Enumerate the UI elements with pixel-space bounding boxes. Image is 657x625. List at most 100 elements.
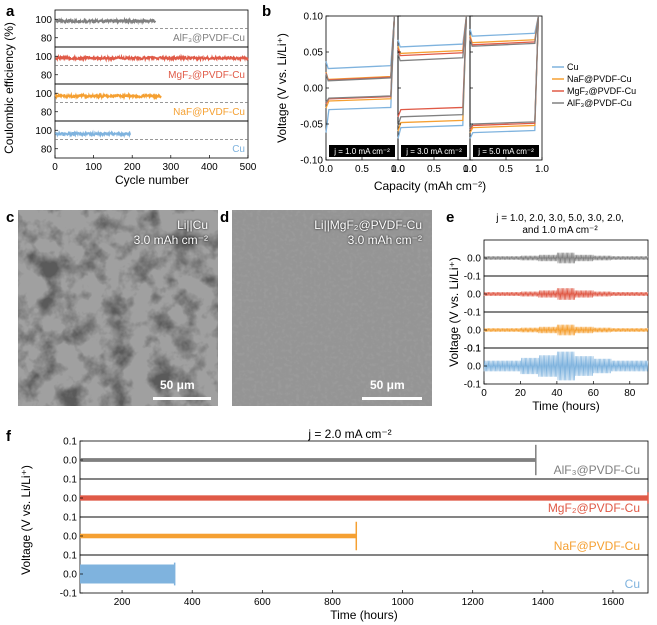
panel-f-xtick-label-4: 1000 (391, 597, 414, 608)
panel-b-legend-label-2: MgF₂@PVDF-Cu (567, 86, 636, 96)
panel-b-charge-0-1 (326, 16, 394, 79)
panel-f-series-label-3: Cu (625, 577, 640, 591)
panel-a-series-3 (55, 133, 130, 136)
panel-f-letter: f (6, 428, 12, 445)
panel-a-ytick-label-0-0: 80 (41, 33, 53, 44)
panel-b-ytick-label-4: 0.10 (304, 12, 324, 23)
panel-f-series-label-0: AlF₃@PVDF-Cu (554, 463, 640, 477)
panel-e-series-3 (484, 352, 648, 381)
panel-b-legend-label-1: NaF@PVDF-Cu (567, 74, 632, 84)
sem-c-scale-bar (153, 397, 211, 400)
panel-b-jlabel-2: j = 5.0 mA cm⁻² (477, 147, 534, 156)
panel-b-xtick-label-2-1: 0.5 (499, 164, 513, 175)
panel-e-ytick-label-0-0: 0.0 (467, 254, 481, 265)
panel-e-title-line1: j = 1.0, 2.0, 3.0, 5.0, 3.0, 2.0, (495, 213, 624, 224)
panel-b-ytick-label-3: 0.05 (304, 48, 324, 59)
panel-b-frame-1 (398, 16, 470, 160)
panel-b-discharge-0-0 (326, 16, 394, 133)
panel-f-ytick-label-3-0: 0.1 (63, 551, 77, 562)
panel-a-ytick-label-0-1: 100 (35, 15, 52, 26)
panel-f-ytick-label-1-0: 0.1 (63, 475, 77, 486)
panel-f-xtick-label-6: 1400 (532, 597, 555, 608)
panel-b-charge-2-0 (470, 16, 538, 36)
panel-b-charge-0-0 (326, 16, 394, 69)
panel-f-xlabel: Time (hours) (330, 608, 398, 622)
panel-e-xtick-label-1: 20 (515, 388, 527, 399)
panel-f-series-label-2: NaF@PVDF-Cu (554, 539, 640, 553)
panel-f-xtick-label-0: 200 (114, 597, 131, 608)
panel-f-band-0 (80, 458, 536, 462)
panel-a-xtick-label-2: 200 (124, 162, 141, 173)
panel-b-ylabel: Voltage (V vs. Li/Li⁺) (275, 33, 289, 143)
sem-d-scale-label: 50 μm (370, 378, 405, 392)
panel-b-frame-0 (326, 16, 398, 160)
panel-a-series-0 (55, 20, 155, 23)
panel-a-xtick-label-4: 400 (201, 162, 218, 173)
panel-b-xtick-label-1-1: 0.5 (427, 164, 441, 175)
panel-e-series-2 (484, 325, 648, 336)
panel-a-ytick-label-3-1: 100 (35, 126, 52, 137)
panel-b-ytick-label-1: -0.05 (300, 120, 323, 131)
panel-f-xtick-label-7: 1600 (602, 597, 625, 608)
panel-b-legend-label-3: AlF₃@PVDF-Cu (567, 98, 632, 108)
panel-f-band-1 (80, 495, 648, 500)
panel-b-charge-1-2 (398, 16, 466, 56)
panel-e-ytick-neg-1: -0.1 (464, 308, 482, 319)
panel-b-xlabel: Capacity (mAh cm⁻²) (374, 179, 486, 193)
panel-a-xtick-label-0: 0 (52, 162, 58, 173)
panel-e-xtick-label-4: 80 (624, 388, 636, 399)
panel-a-series-1 (55, 57, 248, 60)
panel-c-letter: c (6, 209, 14, 226)
sem-d-title-line1: Li||MgF₂@PVDF-Cu (314, 218, 422, 233)
panel-a-ytick-label-2-1: 100 (35, 89, 52, 100)
panel-b-charge-1-0 (398, 16, 466, 47)
panel-f-xtick-label-2: 600 (254, 597, 271, 608)
panel-e-ytick-label-3-2: -0.1 (464, 380, 482, 391)
panel-e-ytick-label-1-0: 0.0 (467, 290, 481, 301)
sem-d-scale-bar (362, 397, 422, 400)
panel-b-letter: b (262, 3, 271, 20)
panel-f-ylabel: Voltage (V vs. Li/Li⁺) (19, 465, 33, 575)
panel-f-ytick-label-3-1: 0.0 (63, 570, 77, 581)
panel-e-ytick-label-3-1: 0.1 (467, 344, 481, 355)
panel-a-letter: a (6, 3, 15, 20)
panel-a-series-label-3: Cu (232, 144, 245, 155)
panel-b-discharge-0-1 (326, 16, 394, 108)
panel-b-legend-label-0: Cu (567, 62, 579, 72)
panel-b-charge-1-1 (398, 16, 466, 53)
panel-a-series-2 (55, 95, 161, 98)
panel-b-xtick-label-2-0: 0.0 (463, 164, 477, 175)
panel-a-series-label-0: AlF₃@PVDF-Cu (173, 33, 245, 44)
panel-d-letter: d (220, 209, 229, 226)
panel-a-ytick-label-1-0: 80 (41, 70, 53, 81)
panel-e-ytick-neg-0: -0.1 (464, 272, 482, 283)
panel-e-xtick-label-3: 60 (588, 388, 600, 399)
sem-c-title-line1: Li||Cu (134, 218, 208, 233)
panel-f-band-2 (80, 534, 356, 539)
sem-c-scale-label: 50 μm (160, 378, 195, 392)
panel-b-xtick-label-0-1: 0.5 (355, 164, 369, 175)
panel-a-ytick-label-3-0: 80 (41, 144, 53, 155)
panel-a-xtick-label-3: 300 (162, 162, 179, 173)
panel-a-xtick-label-5: 500 (240, 162, 257, 173)
panel-b-charge-0-2 (326, 16, 394, 80)
panel-b-charge-0-3 (326, 16, 394, 81)
panel-e-letter: e (446, 209, 454, 226)
panel-e-xtick-label-2: 40 (551, 388, 563, 399)
panel-f-ytick-label-2-1: 0.0 (63, 532, 77, 543)
panel-a-series-label-1: MgF₂@PVDF-Cu (168, 70, 245, 81)
panel-f-ytick-label-1-1: 0.0 (63, 494, 77, 505)
panel-b-xtick-label-1-0: 0.0 (391, 164, 405, 175)
panel-f-xtick-label-5: 1200 (462, 597, 485, 608)
panel-f-xtick-label-3: 800 (324, 597, 341, 608)
panel-a-series-label-2: NaF@PVDF-Cu (173, 107, 245, 118)
panel-b-charge-2-1 (470, 16, 538, 43)
panel-b-frame-2 (470, 16, 542, 160)
panel-f-xtick-label-1: 400 (184, 597, 201, 608)
sem-image-li-cu: Li||Cu 3.0 mAh cm⁻² 50 μm (18, 210, 218, 406)
panel-a-ytick-label-2-0: 80 (41, 107, 53, 118)
panel-b-ytick-label-2: 0.00 (304, 84, 324, 95)
panel-b-ytick-label-0: -0.10 (300, 156, 323, 167)
panel-f-band-3 (80, 565, 175, 584)
sem-d-title: Li||MgF₂@PVDF-Cu 3.0 mAh cm⁻² (314, 218, 422, 248)
